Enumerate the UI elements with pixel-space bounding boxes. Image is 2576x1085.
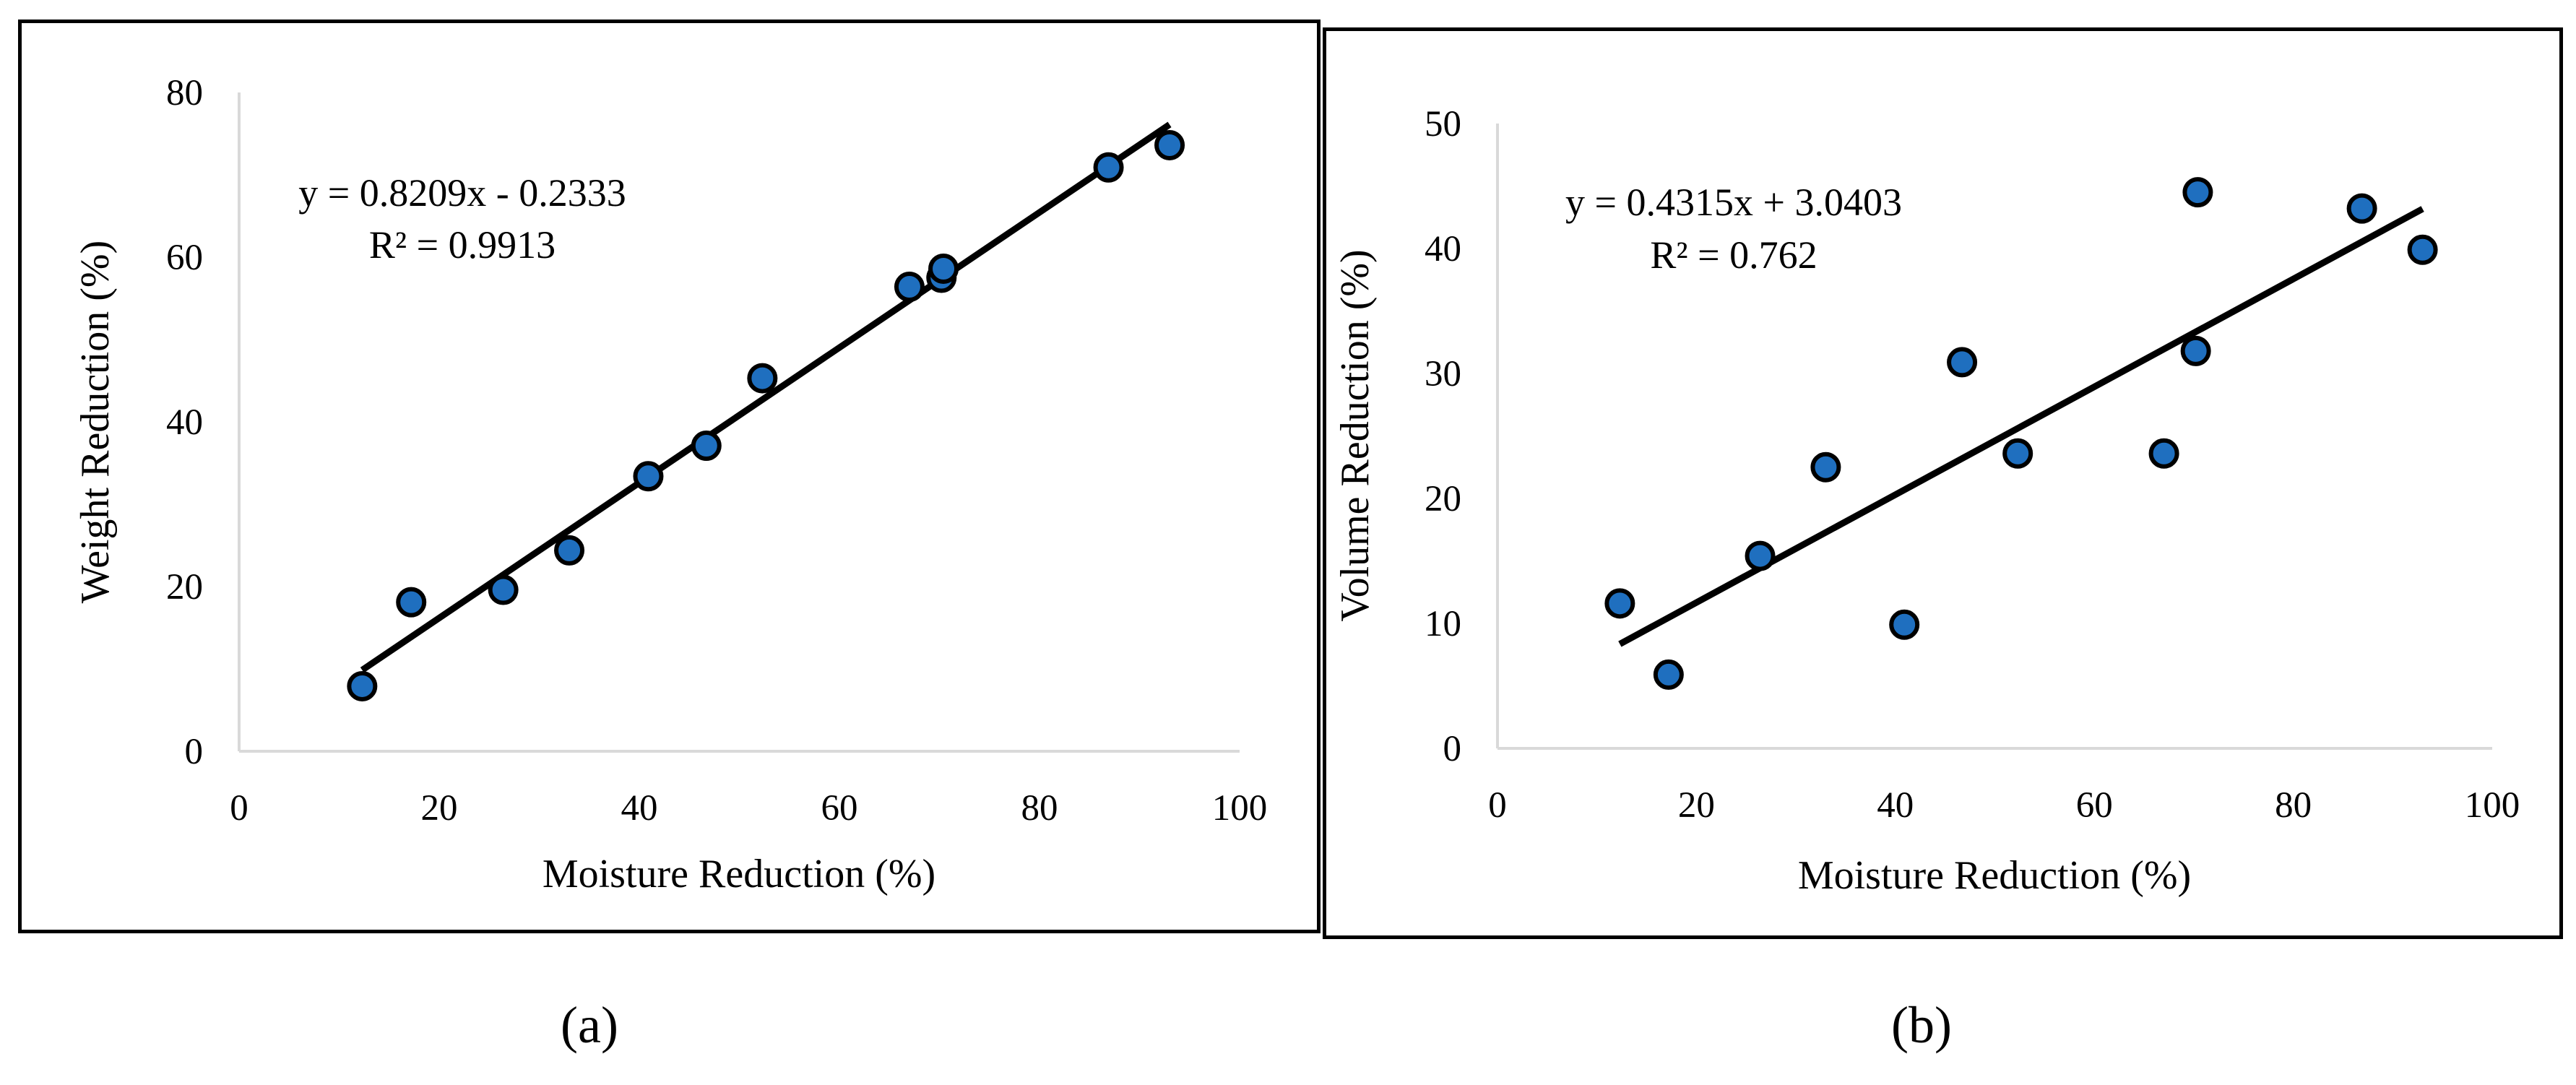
chart-b-y-tick-label: 50 xyxy=(1425,104,1461,144)
chart-a-y-tick-label: 60 xyxy=(166,238,203,278)
chart-a-x-tick-label: 60 xyxy=(821,788,858,829)
chart-a-svg: 0 20 40 60 80 0 20 40 60 80 100 Moisture Reduction … xyxy=(73,73,1268,896)
chart-b-trend-equation: y = 0.4315x + 3.0403 xyxy=(1565,181,1902,224)
chart-b-y-tick-label: 0 xyxy=(1443,729,1462,769)
chart-a-data-point xyxy=(396,587,427,618)
chart-a-data-point xyxy=(747,363,778,394)
chart-a-x-tick-label: 80 xyxy=(1021,788,1058,829)
chart-a-data-point xyxy=(1154,129,1185,160)
chart-b-x-tick-label: 40 xyxy=(1877,785,1914,826)
chart-b-data-point xyxy=(2148,438,2179,469)
chart-a-y-tick-label: 20 xyxy=(166,567,203,608)
chart-b-data-point xyxy=(2002,438,2033,469)
chart-b-data-point xyxy=(2407,234,2438,265)
chart-a-y-axis-title: Weight Reduction (%) xyxy=(73,241,118,603)
chart-a-trend-equation: y = 0.8209x - 0.2333 xyxy=(298,171,626,215)
chart-a-data-point xyxy=(928,253,959,284)
chart-b-y-axis-title: Volume Reduction (%) xyxy=(1333,249,1378,621)
chart-b-y-tick-label: 40 xyxy=(1425,229,1461,269)
chart-b-data-point xyxy=(1889,609,1920,640)
chart-a-data-point xyxy=(894,272,925,303)
chart-b-data-point xyxy=(1745,540,1776,571)
panel-caption-b: (b) xyxy=(1891,996,1952,1054)
chart-a-data-point xyxy=(488,574,519,605)
chart-b-y-tick-label: 20 xyxy=(1425,479,1461,519)
chart-b-x-tick-label: 80 xyxy=(2275,785,2312,826)
chart-b-x-axis-title: Moisture Reduction (%) xyxy=(1798,853,2191,898)
chart-a-x-tick-label: 0 xyxy=(230,788,248,829)
chart-a-y-tick-label: 40 xyxy=(166,402,203,443)
chart-b-data-point xyxy=(1810,451,1841,483)
chart-a-y-tick-label: 80 xyxy=(166,73,203,113)
chart-b-svg: 0 10 20 30 40 50 0 20 40 60 80 100 Moisture Reductio… xyxy=(1333,104,2520,898)
chart-b-r-squared: R² = 0.762 xyxy=(1650,233,1817,277)
chart-a-x-tick-label: 20 xyxy=(421,788,458,829)
chart-a-x-tick-label: 100 xyxy=(1212,788,1268,829)
chart-panel-b: 0 10 20 30 40 50 0 20 40 60 80 100 Moisture Reductio… xyxy=(1323,27,2563,939)
chart-a-data-point xyxy=(691,431,722,462)
chart-b-y-tick-label: 10 xyxy=(1425,604,1461,644)
chart-a-r-squared: R² = 0.9913 xyxy=(369,223,556,267)
chart-b-data-point xyxy=(2346,193,2377,224)
chart-b-data-point xyxy=(1653,659,1684,690)
chart-b-data-point xyxy=(1947,347,1978,378)
chart-b-y-tick-label: 30 xyxy=(1425,354,1461,394)
chart-b-data-point xyxy=(2180,335,2211,366)
chart-a-x-tick-label: 40 xyxy=(621,788,658,829)
chart-a-data-point xyxy=(633,461,664,492)
chart-b-data-point xyxy=(2182,177,2213,208)
chart-b-trendline xyxy=(1618,206,2424,647)
chart-a-data-point xyxy=(1093,152,1124,183)
chart-a-x-axis-title: Moisture Reduction (%) xyxy=(543,852,935,896)
panel-caption-a: (a) xyxy=(561,996,618,1054)
chart-b-x-tick-label: 60 xyxy=(2076,785,2113,826)
chart-panel-a: 0 20 40 60 80 0 20 40 60 80 100 Moisture Reduction … xyxy=(18,20,1321,933)
chart-b-x-tick-label: 100 xyxy=(2465,785,2520,826)
chart-a-data-point xyxy=(347,670,378,701)
chart-b-data-point xyxy=(1604,588,1635,619)
chart-a-y-tick-label: 0 xyxy=(185,732,204,772)
chart-b-x-tick-label: 20 xyxy=(1678,785,1715,826)
chart-b-x-tick-label: 0 xyxy=(1488,785,1507,826)
chart-a-data-point xyxy=(554,535,585,566)
